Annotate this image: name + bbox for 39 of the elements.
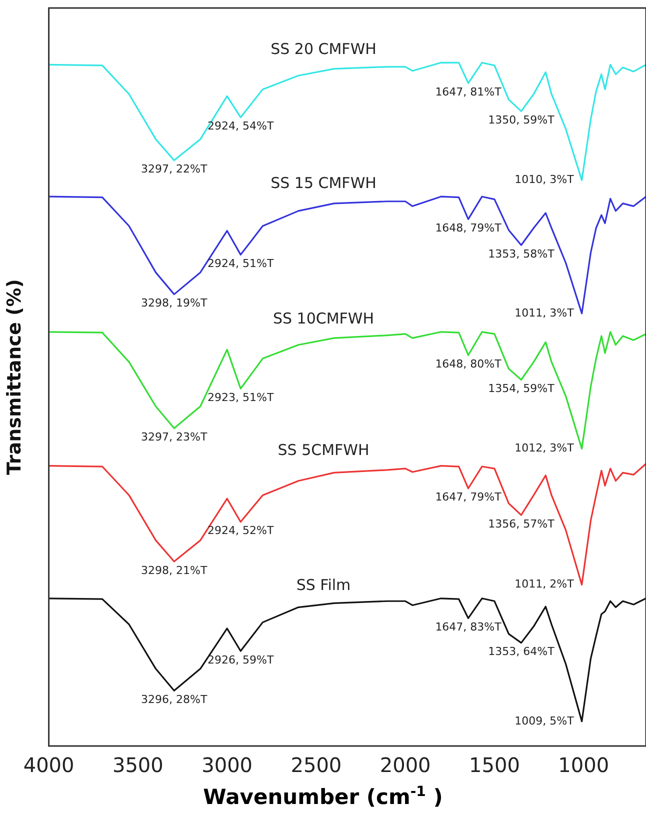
- annotation: 1647, 83%T: [435, 620, 502, 634]
- x-tick-label: 3000: [202, 753, 253, 778]
- annotation: 3298, 21%T: [141, 564, 208, 577]
- annotation: 1356, 57%T: [488, 517, 555, 530]
- x-tick-label: 2500: [290, 753, 342, 778]
- annotation: 2923, 51%T: [208, 390, 274, 404]
- series-label: SS 5CMFWH: [278, 441, 370, 460]
- series-label: SS 20 CMFWH: [270, 40, 376, 58]
- annotation: 2924, 52%T: [208, 524, 274, 538]
- y-axis-title: Transmittance (%): [3, 279, 26, 475]
- series-label: SS Film: [296, 576, 351, 594]
- series-label: SS 15 CMFWH: [270, 174, 376, 192]
- annotation: 3296, 28%T: [141, 693, 208, 706]
- annotation: 2924, 51%T: [208, 257, 274, 270]
- x-tick-label: 4000: [23, 753, 74, 778]
- annotation: 1010, 3%T: [514, 173, 574, 186]
- annotation: 1647, 81%T: [435, 86, 502, 99]
- annotation: 1647, 79%T: [435, 490, 502, 504]
- x-tick-label: 3500: [112, 753, 164, 778]
- annotation: 1648, 79%T: [435, 222, 502, 235]
- annotation: 1009, 5%T: [514, 714, 574, 728]
- annotation: 1350, 59%T: [488, 114, 555, 127]
- annotation: 1353, 58%T: [488, 247, 555, 260]
- x-tick-label: 1000: [558, 753, 610, 778]
- annotation: 1354, 59%T: [488, 382, 555, 396]
- x-tick-label: 2000: [380, 753, 431, 778]
- annotation: 1353, 64%T: [488, 645, 555, 658]
- annotation: 1648, 80%T: [435, 357, 502, 370]
- x-tick-label: 1500: [469, 753, 520, 778]
- x-axis-title: Wavenumber (cm$^{-1}$ ): [202, 784, 444, 809]
- annotation: 2926, 59%T: [208, 653, 274, 666]
- annotation: 3298, 19%T: [141, 296, 208, 310]
- annotation: 2924, 54%T: [208, 120, 274, 133]
- annotation: 3297, 23%T: [141, 430, 208, 444]
- series-label: SS 10CMFWH: [272, 309, 374, 328]
- annotation: 1011, 2%T: [514, 578, 574, 591]
- annotation: 1011, 3%T: [514, 306, 574, 320]
- annotation: 3297, 22%T: [141, 162, 208, 176]
- annotation: 1012, 3%T: [514, 442, 574, 455]
